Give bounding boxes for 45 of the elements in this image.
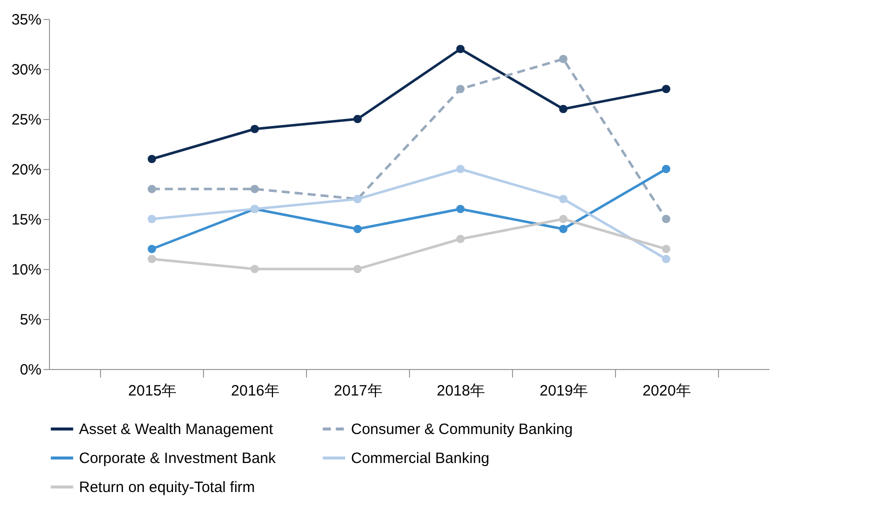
- point: [250, 264, 259, 274]
- point: [148, 154, 156, 164]
- point: [148, 214, 156, 224]
- point: [353, 264, 362, 274]
- point: [559, 104, 568, 114]
- point: [559, 224, 568, 234]
- legend-label: Consumer & Community Banking: [351, 421, 573, 438]
- y-tick-label: 10%: [11, 262, 42, 278]
- point: [456, 44, 465, 54]
- point: [148, 244, 156, 254]
- point: [250, 184, 259, 194]
- y-tick-label: 15%: [11, 212, 42, 228]
- y-tick-label: 0%: [20, 362, 42, 378]
- x-tick-label: 2019年: [540, 382, 588, 400]
- point: [559, 54, 568, 64]
- point: [559, 194, 568, 204]
- x-tick-label: 2015年: [128, 382, 177, 400]
- x-tick-label: 2017年: [334, 382, 382, 400]
- legend-label: Commercial Banking: [351, 450, 490, 467]
- point: [662, 84, 670, 94]
- point: [353, 114, 362, 124]
- y-tick-label: 35%: [11, 12, 42, 28]
- x-tick-label: 2018年: [436, 382, 486, 400]
- y-tick-label: 30%: [11, 62, 42, 78]
- point: [456, 84, 465, 94]
- point: [662, 244, 670, 254]
- legend-label: Corporate & Investment Bank: [79, 450, 276, 467]
- y-tick-label: 25%: [11, 112, 42, 128]
- point: [559, 214, 568, 224]
- point: [662, 214, 670, 224]
- x-tick-label: 2020年: [642, 382, 691, 400]
- point: [456, 234, 465, 244]
- point: [456, 204, 465, 214]
- point: [148, 254, 156, 264]
- point: [148, 184, 156, 194]
- point: [353, 224, 362, 234]
- x-tick-label: 2016年: [231, 382, 280, 400]
- point: [662, 164, 670, 174]
- y-tick-label: 20%: [11, 162, 42, 178]
- point: [250, 124, 259, 134]
- y-tick-label: 5%: [20, 312, 42, 328]
- point: [662, 254, 670, 264]
- point: [456, 164, 465, 174]
- legend-label: Return on equity-Total firm: [79, 479, 255, 496]
- legend-label: Asset & Wealth Management: [79, 421, 274, 438]
